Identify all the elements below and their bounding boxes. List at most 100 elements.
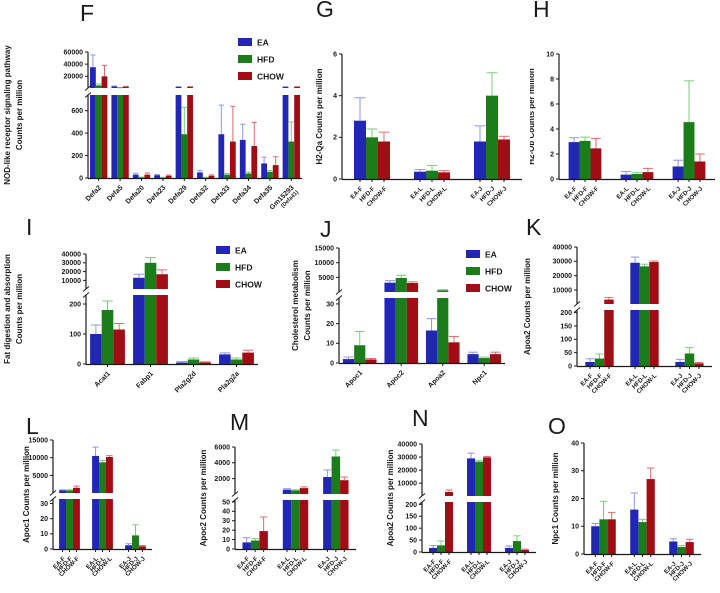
bar-G-HFD-J [486,95,498,179]
bar-N-EA-F [429,547,438,552]
chart-K: 05010015020010000200003000040000EA-FHFD-… [523,214,712,395]
y-tick-label: 10000 [315,260,335,267]
bar-I-CHOW-Pla2g2d [199,362,211,364]
y-tick-label: 6000 [214,444,230,451]
x-tick-label: Defa33 [210,184,231,205]
bar-F-EA-Defa2 [90,95,96,178]
bar-J-HFD-Apoa2 [437,290,449,292]
bar-J-HFD-Apoc2 [395,277,407,292]
chart-N: 05010015020010000200003000040000EA-FHFD-… [386,405,536,581]
bars-group-M [242,449,349,549]
bar-L-EA-F [59,490,67,493]
bar-M-EA-L [282,489,292,494]
bar-N-HFD-L [475,461,483,496]
x-tick-label: Npc1 [472,369,489,386]
bar-H-HFD-F [579,140,591,179]
panel-letter-F: F [80,0,94,26]
y-tick-label: 15000 [29,437,49,444]
bar-K-EA-F [585,362,595,366]
y-axis-label: Npc1 Counts per million [551,452,560,544]
y-axis-label: Fat digestion and absorption [3,254,12,364]
bar-F-EA-Defa20 [132,174,139,178]
y-tick-label: 15000 [315,245,335,252]
y-tick-label: 8 [550,76,554,83]
bar-J-EA-Apoc2 [384,282,396,292]
bar-N-CHOW-L [482,457,491,496]
bar-M-CHOW-J [340,480,349,494]
bar-L-EA-F [59,499,67,549]
y-tick-label: 30000 [553,259,573,266]
bar-K-EA-L [630,262,640,304]
bar-L-CHOW-F [72,499,80,549]
y-tick-label: 20 [222,528,230,535]
bars-group-F [90,54,300,178]
axis-break-mark [418,499,426,505]
axis-break-mark [82,292,90,298]
bar-F-EA-Gm15293 [282,95,289,178]
x-tick-label: Defa20 [125,184,146,205]
legend-swatch-HFD [466,267,480,275]
bar-L-HFD-F [66,490,73,493]
y-tick-label: 150 [560,323,572,330]
bar-F-EA-Defa33 [218,134,225,178]
y-tick-label: 0 [550,176,554,183]
bar-F-CHOW-Defa29 [187,86,193,88]
y-tick-label: 0 [79,175,83,182]
bar-M-CHOW-L [299,500,309,549]
x-tick-label: Apoa2 [427,369,447,389]
legend-label-EA: EA [257,38,269,48]
bar-F-HFD-Gm15293 [288,141,295,178]
bar-O-HFD-J [677,547,686,554]
bar-K-EA-L [630,310,640,366]
panel-I: 0 100 200 10000 20000 30000 40000 Acat1 Fabp1 Pla… [0,212,292,405]
bar-O-CHOW-L [646,479,655,554]
y-tick-label: 30 [326,301,334,308]
bar-F-EA-Defa32 [197,172,203,178]
y-axis-label: Apoa2 Counts per million [523,258,532,355]
bar-F-CHOW-Defa5 [122,95,129,178]
y-tick-label: 40 [571,440,579,447]
y-tick-label: 50 [564,350,572,357]
x-tick-label: Acat1 [93,370,112,389]
bar-H-CHOW-L [642,172,654,179]
bars-group-I [90,257,254,364]
bar-F-HFD-Defa33 [224,174,230,178]
legend-swatch-EA [238,38,252,46]
bars-group-J [342,274,502,363]
bar-K-EA-J [675,362,685,366]
bar-J-EA-Apoa2 [425,330,438,363]
bar-I-EA-Fabp1 [133,277,145,289]
x-tick-label: Apoc1 [344,369,364,389]
y-axis-label: H2-Ob Counts per million [530,68,536,165]
bar-J-HFD-Apoa2 [437,298,449,363]
bar-L-CHOW-F [72,487,80,493]
x-tick-label: Pla2g2a [217,370,241,394]
bar-L-HFD-L [99,499,106,549]
bar-G-HFD-F [366,137,378,179]
axis-break-mark [573,301,581,307]
y-tick-label: 40000 [64,62,84,69]
legend-swatch-HFD [238,55,252,63]
bar-J-CHOW-Apoc2 [406,298,419,363]
bar-F-CHOW-Defa2 [101,76,108,88]
bar-M-CHOW-L [299,488,309,494]
x-tick-label: Pla2g2d [174,370,198,394]
y-tick-label: 6 [333,51,337,58]
axis-break-mark [573,307,581,313]
x-tick-label: Defa29 [168,184,189,205]
panel-H: 0 2 4 6 8 10 EA-F HFD-F CHOW-F EA-L HFD-L CHOW-L EA-… [527,0,720,212]
y-tick-label: 200 [69,301,81,308]
bar-M-EA-J [323,500,332,549]
y-axis-label: Counts per million [15,274,24,344]
bar-H-CHOW-F [590,148,602,179]
bar-L-HFD-L [99,462,106,493]
y-axis-label: Apoa2 Counts per million [386,449,395,546]
bar-F-HFD-Defa35 [267,171,273,178]
bar-N-CHOW-F [444,502,453,552]
y-tick-label: 100 [560,337,572,344]
bar-N-CHOW-J [520,549,529,552]
y-tick-label: 60000 [64,49,84,56]
